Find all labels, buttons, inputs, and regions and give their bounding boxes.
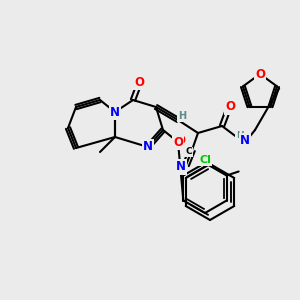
Text: N: N <box>240 134 250 148</box>
Text: Cl: Cl <box>199 155 211 165</box>
Text: H: H <box>178 111 186 121</box>
Text: O: O <box>175 134 185 146</box>
Text: O: O <box>173 136 183 148</box>
Text: C: C <box>186 148 192 157</box>
Text: O: O <box>134 76 144 88</box>
Text: O: O <box>255 68 265 80</box>
Text: O: O <box>225 100 235 113</box>
Text: N: N <box>110 106 120 118</box>
Text: N: N <box>143 140 153 154</box>
Text: H: H <box>236 131 244 140</box>
Text: N: N <box>176 160 186 173</box>
